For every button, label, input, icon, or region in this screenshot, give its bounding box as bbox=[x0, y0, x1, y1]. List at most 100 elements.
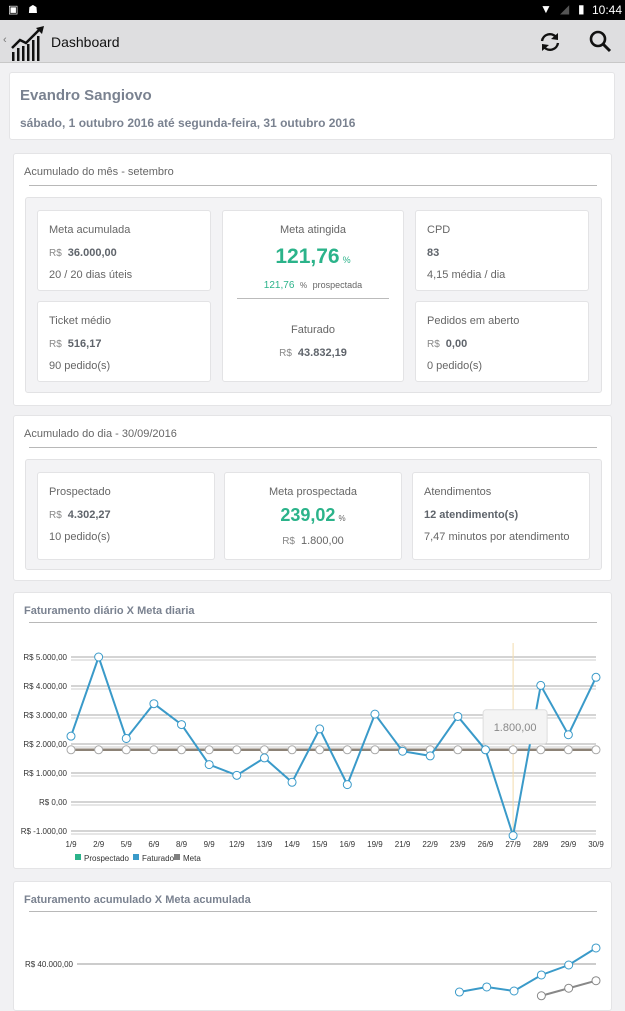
divider bbox=[29, 911, 597, 912]
label: Prospectado bbox=[49, 486, 111, 498]
data-point-faturado bbox=[370, 709, 380, 719]
x-tick-label: 19/9 bbox=[367, 840, 383, 849]
accumulated-chart: R$ 40.000,00 bbox=[25, 943, 601, 1001]
data-point-faturado bbox=[204, 760, 214, 770]
notification-icon: ▣ bbox=[8, 4, 19, 16]
y-tick-label: R$ 40.000,00 bbox=[25, 960, 74, 969]
data-point-faturado bbox=[315, 724, 325, 734]
faturado-label: Faturado bbox=[290, 324, 336, 336]
data-point-meta bbox=[536, 745, 546, 755]
data-point-faturado bbox=[398, 746, 408, 756]
data-point-faturado bbox=[94, 652, 104, 662]
day-card: Acumulado do dia - 30/09/2016 Prospectad… bbox=[13, 415, 612, 581]
x-tick-label: 23/9 bbox=[450, 840, 466, 849]
value: 83 bbox=[427, 247, 440, 259]
legend-swatch bbox=[75, 854, 81, 860]
data-point-meta bbox=[370, 745, 380, 755]
data-point-faturado bbox=[564, 960, 574, 970]
value: R$ 516,17 bbox=[49, 338, 102, 350]
divider bbox=[29, 622, 597, 623]
data-point-faturado bbox=[482, 982, 492, 992]
data-point-meta bbox=[563, 745, 573, 755]
data-point-faturado bbox=[121, 733, 131, 743]
atendimentos-box: Atendimentos 12 atendimento(s) 7,47 minu… bbox=[412, 472, 590, 560]
y-tick-label: R$ 3.000,00 bbox=[23, 711, 67, 720]
x-tick-label: 2/9 bbox=[93, 840, 105, 849]
data-point-meta bbox=[204, 745, 214, 755]
series-line-faturado bbox=[459, 947, 597, 993]
faturado-value: R$ 43.832,19 bbox=[279, 347, 347, 359]
data-point-faturado bbox=[453, 711, 463, 721]
month-card: Acumulado do mês - setembro Meta acumula… bbox=[13, 153, 612, 406]
data-point-faturado bbox=[591, 943, 601, 953]
user-header-card: Evandro Sangiovo sábado, 1 outubro 2016 … bbox=[9, 72, 615, 140]
y-tick-label: R$ -1.000,00 bbox=[21, 827, 68, 836]
x-tick-label: 9/9 bbox=[204, 840, 216, 849]
data-point-faturado bbox=[177, 720, 187, 730]
month-metrics: Meta acumulada R$ 36.000,00 20 / 20 dias … bbox=[25, 197, 602, 393]
y-tick-label: R$ 2.000,00 bbox=[23, 740, 67, 749]
value: R$ 36.000,00 bbox=[49, 247, 117, 259]
label: Pedidos em aberto bbox=[427, 315, 520, 327]
data-point-faturado bbox=[259, 753, 269, 763]
data-point-meta bbox=[287, 745, 297, 755]
x-tick-label: 15/9 bbox=[312, 840, 328, 849]
tooltip bbox=[482, 709, 548, 745]
battery-icon: ▮ bbox=[578, 2, 585, 16]
data-point-meta bbox=[121, 745, 131, 755]
data-point-meta bbox=[66, 745, 76, 755]
data-point-meta bbox=[508, 745, 518, 755]
prospectada: 121,76 % prospectada bbox=[263, 280, 363, 291]
prospectado-box: Prospectado R$ 4.302,27 10 pedido(s) bbox=[37, 472, 215, 560]
value: R$ 4.302,27 bbox=[49, 509, 111, 521]
daily-chart: R$ 5.000,00 R$ 4.000,00 R$ 3.000,00 R$ 2.00… bbox=[21, 643, 604, 863]
label: Meta acumulada bbox=[49, 224, 131, 236]
day-metrics: Prospectado R$ 4.302,27 10 pedido(s) Meta… bbox=[25, 459, 602, 570]
meta-atingida-value: 121,76 % bbox=[275, 245, 351, 268]
period-text: sábado, 1 outubro 2016 até segunda-feira… bbox=[20, 116, 356, 130]
data-point-faturado bbox=[149, 699, 159, 709]
data-point-faturado bbox=[454, 987, 464, 997]
wifi-icon: ▼ bbox=[540, 2, 552, 16]
x-tick-label: 22/9 bbox=[422, 840, 438, 849]
data-point-faturado bbox=[287, 777, 297, 787]
legend-swatch bbox=[174, 854, 180, 860]
legend-label: Faturado bbox=[142, 854, 175, 863]
data-point-meta bbox=[259, 745, 269, 755]
x-tick-label: 30/9 bbox=[588, 840, 604, 849]
chart-title: Faturamento diário X Meta diaria bbox=[24, 605, 195, 617]
label: Meta atingida bbox=[279, 224, 347, 236]
data-point-meta bbox=[536, 991, 546, 1001]
x-tick-label: 12/9 bbox=[229, 840, 245, 849]
value: R$ 0,00 bbox=[427, 338, 468, 350]
sub: 7,47 minutos por atendimento bbox=[424, 531, 570, 543]
x-tick-label: 8/9 bbox=[176, 840, 188, 849]
value: 239,02 % bbox=[280, 505, 346, 525]
day-title: Acumulado do dia - 30/09/2016 bbox=[24, 428, 177, 440]
no-signal-icon: ◢ bbox=[560, 2, 570, 16]
data-point-meta bbox=[315, 745, 325, 755]
meta-atingida-box: Meta atingida 121,76 % 121,76 % prospect… bbox=[222, 210, 404, 382]
data-point-faturado bbox=[342, 780, 352, 790]
legend-swatch bbox=[133, 854, 139, 860]
divider bbox=[237, 298, 389, 299]
x-tick-label: 28/9 bbox=[533, 840, 549, 849]
data-point-faturado bbox=[425, 751, 435, 761]
refresh-icon[interactable] bbox=[538, 31, 562, 53]
sub: 20 / 20 dias úteis bbox=[49, 269, 133, 281]
clock: 10:44 bbox=[592, 3, 623, 17]
data-point-faturado bbox=[66, 731, 76, 741]
series-line-faturado bbox=[70, 653, 597, 836]
tooltip-text: 1.800,00 bbox=[494, 722, 537, 734]
x-tick-label: 13/9 bbox=[257, 840, 273, 849]
x-tick-label: 6/9 bbox=[148, 840, 160, 849]
x-tick-label: 26/9 bbox=[478, 840, 494, 849]
chart-title: Faturamento acumulado X Meta acumulada bbox=[24, 894, 251, 906]
ticket-medio-box: Ticket médio R$ 516,17 90 pedido(s) bbox=[37, 301, 211, 382]
search-icon[interactable] bbox=[588, 29, 612, 53]
home-button[interactable]: ‹ Dashboard bbox=[0, 20, 120, 63]
x-tick-label: 27/9 bbox=[505, 840, 521, 849]
legend-label: Prospectado bbox=[84, 854, 129, 863]
label: CPD bbox=[427, 224, 451, 236]
sub: 4,15 média / dia bbox=[427, 269, 506, 281]
